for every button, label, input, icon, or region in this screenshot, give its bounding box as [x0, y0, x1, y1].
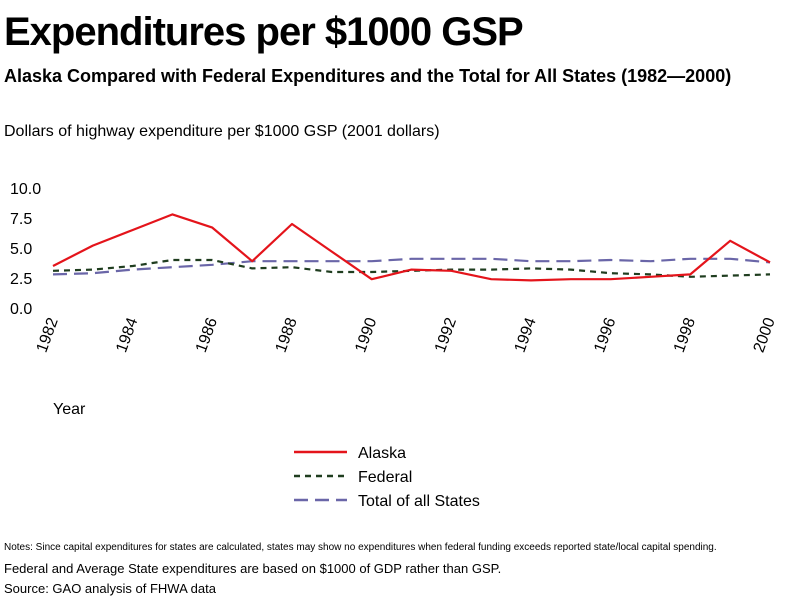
- legend-label: Federal: [358, 469, 412, 486]
- x-tick-label: 1994: [512, 315, 540, 354]
- x-tick-label: 1982: [34, 315, 62, 354]
- x-tick-label: 1986: [193, 315, 221, 354]
- legend-label: Total of all States: [358, 493, 480, 510]
- y-tick-labels: 0.0 2.5 5.0 7.5 10.0: [10, 181, 41, 318]
- y-tick-label: 5.0: [10, 241, 32, 258]
- x-axis-label: Year: [53, 401, 86, 418]
- y-axis-label: Dollars of highway expenditure per $1000…: [4, 123, 440, 140]
- series-line-federal: [52, 258, 771, 278]
- y-tick-label: 10.0: [10, 181, 41, 198]
- y-tick-label: 7.5: [10, 211, 32, 228]
- x-tick-labels: 1982 1984 1986 1988 1990 1992 1994 1996 1998 2000: [34, 315, 779, 354]
- series-line-alaska: [52, 213, 771, 282]
- legend: Alaska Federal Total of all States: [294, 445, 480, 510]
- x-tick-label: 2000: [751, 315, 779, 354]
- note-capital-expenditures: Notes: Since capital expenditures for st…: [4, 542, 717, 553]
- chart-subtitle: Alaska Compared with Federal Expenditure…: [4, 66, 732, 86]
- chart-title: Expenditures per $1000 GSP: [4, 10, 524, 54]
- note-gdp-basis: Federal and Average State expenditures a…: [4, 561, 502, 576]
- x-tick-label: 1996: [591, 315, 619, 354]
- x-tick-label: 1992: [432, 315, 460, 354]
- x-tick-label: 1988: [273, 315, 301, 354]
- x-tick-label: 1998: [671, 315, 699, 354]
- y-tick-label: 2.5: [10, 271, 32, 288]
- x-tick-label: 1990: [352, 315, 380, 354]
- x-tick-label: 1984: [113, 315, 141, 354]
- legend-label: Alaska: [358, 445, 406, 462]
- series-line-total-of-all-states: [52, 257, 771, 276]
- series-lines: [52, 213, 771, 282]
- source-note: Source: GAO analysis of FHWA data: [4, 581, 216, 596]
- y-tick-label: 0.0: [10, 301, 32, 318]
- line-chart: 0.0 2.5 5.0 7.5 10.0 1982 1984 1986 1988 1990 199…: [10, 181, 779, 510]
